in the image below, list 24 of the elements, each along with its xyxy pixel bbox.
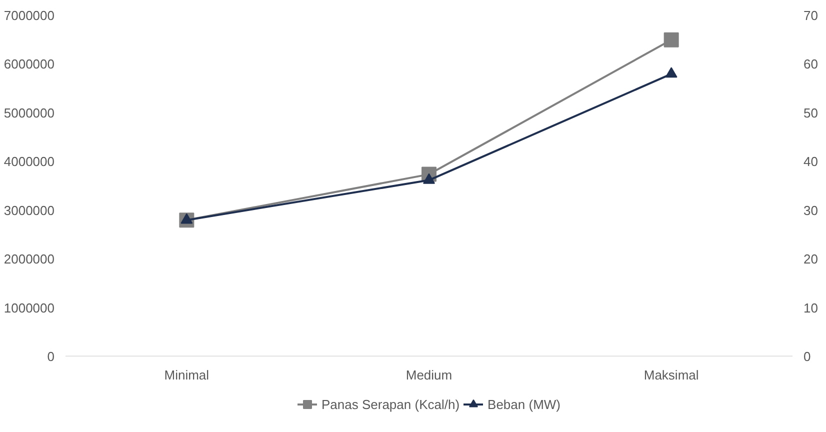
point <box>664 32 679 48</box>
y-tick-label: 6000000 <box>4 56 55 72</box>
y-tick-label: 7000000 <box>4 8 55 23</box>
y2-tick-label: 40 <box>804 154 818 170</box>
y-tick-label: 2000000 <box>4 252 55 267</box>
y2-tick-label: 60 <box>804 56 818 72</box>
y-tick-label: 1000000 <box>4 300 55 316</box>
y-tick-label: 3000000 <box>4 202 55 218</box>
y2-tick-label: 0 <box>804 349 811 364</box>
point <box>665 67 678 78</box>
legend-label: Panas Serapan (Kcal/h) <box>322 396 460 412</box>
y2-tick-label: 20 <box>804 252 818 267</box>
y2-tick-label: 10 <box>804 300 818 316</box>
y-tick-label: 0 <box>47 349 55 364</box>
legend-label: Beban (MW) <box>488 396 560 412</box>
x-tick-label: Medium <box>406 368 452 382</box>
y-tick-label: 5000000 <box>4 105 55 120</box>
x-tick-label: Minimal <box>164 368 210 382</box>
y-tick-label: 4000000 <box>4 154 55 170</box>
y2-tick-label: 70 <box>804 8 818 23</box>
y2-tick-label: 30 <box>804 202 818 218</box>
y2-tick-label: 50 <box>804 105 818 120</box>
point <box>180 213 193 224</box>
x-tick-label: Maksimal <box>644 368 699 382</box>
